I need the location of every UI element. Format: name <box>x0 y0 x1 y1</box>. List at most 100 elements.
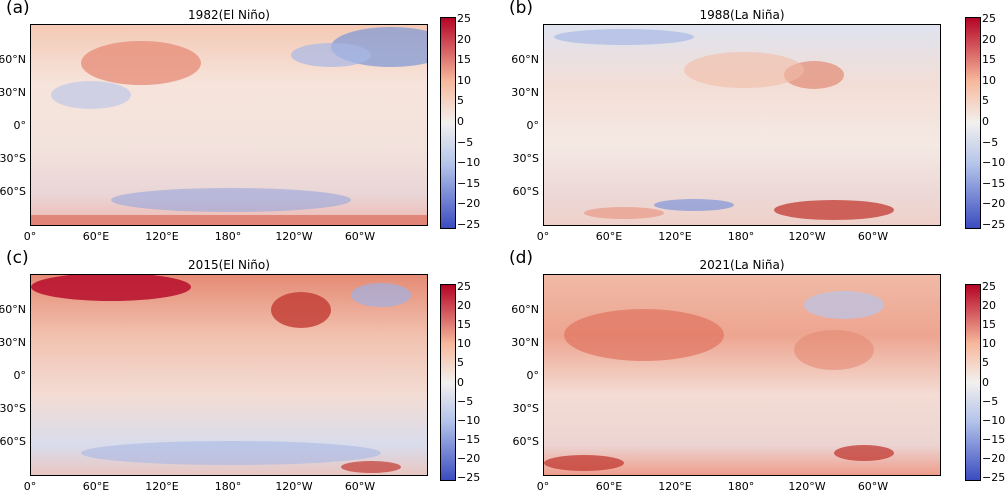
colorbar-tick-label: −25 <box>982 218 1005 231</box>
colorbar-tick-label: −5 <box>457 394 474 408</box>
colorbar-tick-label: −10 <box>457 413 481 427</box>
colorbar-tick-label: 10 <box>457 73 471 87</box>
panel-title: 2015(El Niño) <box>188 258 270 272</box>
lat-label: 30°N <box>0 336 26 349</box>
panel-c: (c) 2015(El Niño) 60°N 30°N 0° 30° <box>0 248 502 499</box>
panel-label: (b) <box>509 0 534 18</box>
colorbar-tick-label: −25 <box>982 471 1005 484</box>
lon-label: 60°W <box>344 480 376 493</box>
lat-label: 0° <box>526 369 540 382</box>
lon-label: 60°E <box>595 480 623 493</box>
temperature-anomaly-map <box>543 274 941 476</box>
lat-label: 60°S <box>512 185 539 198</box>
lat-label: 30°N <box>511 86 539 99</box>
lon-label: 120°E <box>145 480 179 493</box>
colorbar-tick-label: 25 <box>982 12 996 25</box>
colorbar-tick-label: 25 <box>982 280 996 293</box>
lat-label: 30°S <box>0 402 26 415</box>
lat-label: 60°N <box>0 303 26 316</box>
lon-label: 180° <box>214 230 242 243</box>
colorbar-tick-label: −25 <box>457 471 481 484</box>
lon-label: 0° <box>536 230 550 243</box>
lon-label: 60°E <box>595 230 623 243</box>
lat-label: 0° <box>13 369 27 382</box>
panel-a: (a) 1982(El Niño) 60°N 30°N 0° <box>0 0 502 249</box>
lat-label: 30°S <box>512 152 539 165</box>
colorbar-tick-label: 15 <box>457 53 471 67</box>
lat-label: 30°S <box>512 402 539 415</box>
colorbar-tick-label: 0 <box>982 375 989 389</box>
colorbar-tick-label: 20 <box>457 299 471 313</box>
colorbar-tick-label: 10 <box>982 337 996 351</box>
panel-title: 1988(La Niña) <box>699 8 785 22</box>
lat-label: 60°N <box>0 53 26 66</box>
colorbar-tick-label: −5 <box>982 135 999 149</box>
lat-label: 60°N <box>511 303 539 316</box>
lon-label: 120°W <box>275 230 313 243</box>
colorbar <box>965 284 981 481</box>
colorbar-tick-label: 15 <box>982 53 996 67</box>
lon-label: 120°W <box>788 230 826 243</box>
colorbar-tick-label: 25 <box>457 12 471 25</box>
panel-label: (d) <box>509 248 534 268</box>
colorbar-tick-label: 25 <box>457 280 471 293</box>
panel-title: 1982(El Niño) <box>188 8 270 22</box>
lat-label: 0° <box>526 119 540 132</box>
lat-label: 0° <box>13 119 27 132</box>
lon-label: 120°E <box>658 230 692 243</box>
lon-label: 120°E <box>658 480 692 493</box>
colorbar-tick-label: −15 <box>982 176 1005 190</box>
lat-label: 60°S <box>0 435 26 448</box>
lon-label: 0° <box>23 230 37 243</box>
map-svg <box>544 25 940 225</box>
colorbar-tick-label: −10 <box>982 413 1005 427</box>
colorbar-tick-label: 20 <box>457 32 471 46</box>
colorbar-tick-label: 0 <box>457 115 464 128</box>
map-svg <box>31 275 427 475</box>
colorbar <box>440 284 456 481</box>
lon-label: 60°W <box>857 230 889 243</box>
lon-label: 0° <box>536 480 550 493</box>
lon-label: 180° <box>727 480 755 493</box>
colorbar-tick-label: −5 <box>457 135 474 149</box>
colorbar-tick-label: 20 <box>982 32 996 46</box>
colorbar-tick-label: 20 <box>982 299 996 313</box>
colorbar-tick-label: 5 <box>982 356 989 370</box>
map-svg <box>544 275 940 475</box>
lat-label: 30°N <box>511 336 539 349</box>
colorbar-tick-label: −10 <box>457 156 481 170</box>
temperature-anomaly-map <box>543 24 941 226</box>
colorbar-tick-label: −20 <box>457 451 481 465</box>
lon-label: 60°E <box>82 230 110 243</box>
colorbar-tick-label: 5 <box>982 94 989 108</box>
lat-label: 60°S <box>512 435 539 448</box>
lon-label: 120°W <box>275 480 313 493</box>
lat-label: 30°S <box>0 152 26 165</box>
colorbar-tick-label: −10 <box>982 156 1005 170</box>
lon-label: 0° <box>23 480 37 493</box>
colorbar-tick-label: −20 <box>982 197 1005 211</box>
colorbar-tick-label: 15 <box>982 318 996 332</box>
colorbar <box>440 17 456 229</box>
lon-label: 180° <box>727 230 755 243</box>
panel-b: (b) 1988(La Niña) 60°N 30°N 0° <box>503 0 1005 249</box>
colorbar-tick-label: −5 <box>982 394 999 408</box>
lon-label: 120°W <box>788 480 826 493</box>
lon-label: 60°W <box>344 230 376 243</box>
temperature-anomaly-map <box>30 24 428 226</box>
panel-label: (a) <box>6 0 30 18</box>
panel-d: (d) 2021(La Niña) 60°N 30°N 0° 30° <box>503 248 1005 499</box>
colorbar-tick-label: −15 <box>457 432 481 446</box>
colorbar-tick-label: 5 <box>457 94 464 108</box>
panel-label: (c) <box>6 248 29 268</box>
map-svg <box>31 25 427 225</box>
lat-label: 30°N <box>0 86 26 99</box>
lat-label: 60°S <box>0 185 26 198</box>
colorbar-tick-label: −25 <box>457 218 481 231</box>
lat-label: 60°N <box>511 53 539 66</box>
lon-label: 60°E <box>82 480 110 493</box>
colorbar-tick-label: −20 <box>982 451 1005 465</box>
colorbar-tick-label: −20 <box>457 197 481 211</box>
colorbar-tick-label: 0 <box>457 375 464 389</box>
lon-label: 120°E <box>145 230 179 243</box>
